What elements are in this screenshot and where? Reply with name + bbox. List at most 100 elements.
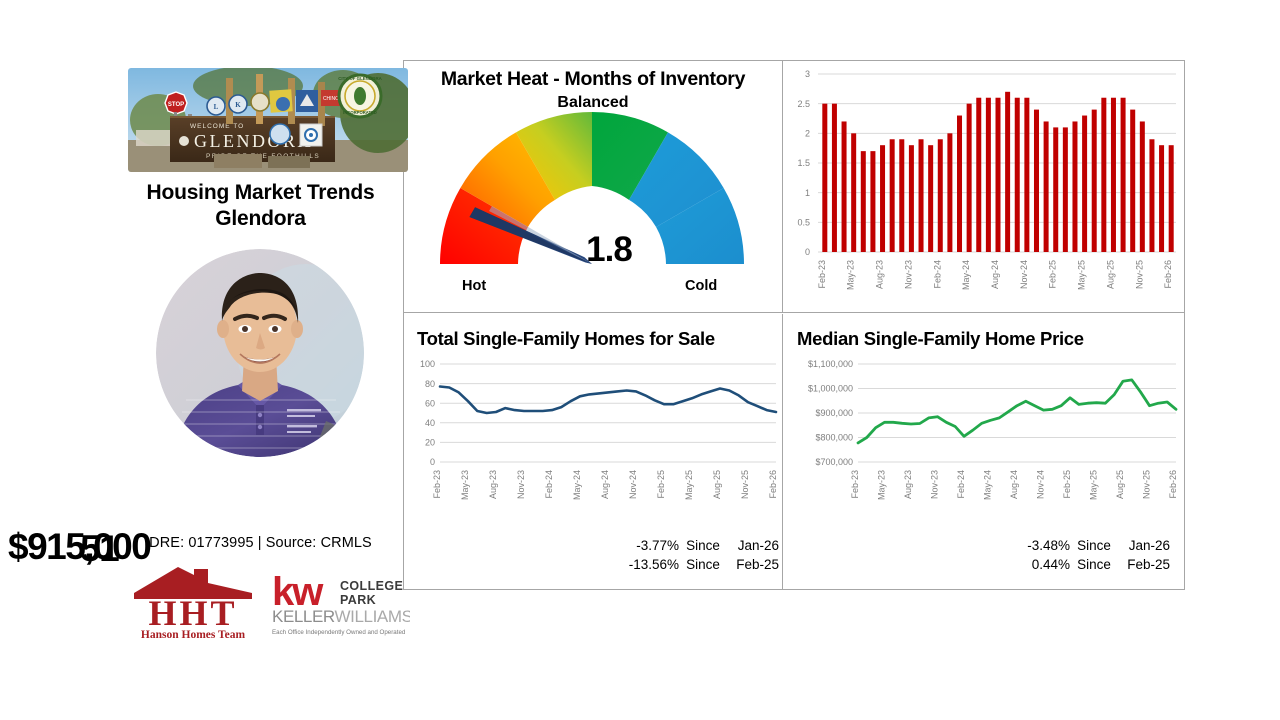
homes-stat-pct-1: -3.77% xyxy=(636,538,679,553)
svg-text:CITY OF GLENDORA: CITY OF GLENDORA xyxy=(338,76,382,81)
svg-text:$1,000,000: $1,000,000 xyxy=(808,384,853,394)
svg-text:KELLERWILLIAMS.: KELLERWILLIAMS. xyxy=(272,607,410,626)
svg-text:WELCOME TO: WELCOME TO xyxy=(190,123,244,130)
divider-top-horizontal xyxy=(403,60,1185,61)
svg-text:May-24: May-24 xyxy=(983,470,993,500)
gauge-dial xyxy=(432,112,752,289)
total-homes-for-sale-line-chart: 0 20 40 60 80 100 Feb-23 May-23 Aug-23 Nov-23 Feb-… xyxy=(420,359,778,500)
svg-text:100: 100 xyxy=(420,359,435,369)
median-home-price-line-chart: $700,000 $800,000 $900,000 $1,000,000 $1,100… xyxy=(808,359,1178,500)
svg-text:$900,000: $900,000 xyxy=(815,408,853,418)
price-stat-when-2: Feb-25 xyxy=(1127,557,1170,572)
svg-text:Aug-24: Aug-24 xyxy=(1009,470,1019,499)
price-stat-row-2: 0.44% Since Feb-25 xyxy=(1008,555,1170,574)
svg-text:May-25: May-25 xyxy=(1089,470,1099,500)
page-title-line2: Glendora xyxy=(215,207,306,230)
months-of-inventory-bar-chart: 0 0.5 1 1.5 2 2.5 3 Feb-23 May-23 Aug-23 Nov-23 Feb… xyxy=(797,69,1176,290)
page-title-line1: Housing Market Trends xyxy=(146,181,375,204)
svg-text:Feb-24: Feb-24 xyxy=(544,470,554,499)
homes-stat-row-1: -3.77% Since Jan-26 xyxy=(617,536,779,555)
homes-stat-when-2: Feb-25 xyxy=(736,557,779,572)
svg-text:L: L xyxy=(214,103,219,111)
left-info-panel: STOP WELCOME TO GLENDORA PRIDE OF THE FO… xyxy=(118,60,415,641)
svg-text:GLENDORA: GLENDORA xyxy=(194,131,313,151)
divider-bottom-horizontal xyxy=(403,589,1185,590)
svg-text:May-24: May-24 xyxy=(572,470,582,500)
months-of-inventory-bar-chart-panel: 0 0.5 1 1.5 2 2.5 3 Feb-23 May-23 Aug-23 Nov-23 Feb… xyxy=(784,60,1184,312)
svg-text:Feb-26: Feb-26 xyxy=(1163,260,1173,289)
median-home-price-panel: Median Single-Family Home Price $700,000… xyxy=(784,314,1184,590)
homes-stat-row-2: -13.56% Since Feb-25 xyxy=(617,555,779,574)
homes-stats-table: -3.77% Since Jan-26 -13.56% Since Feb-25 xyxy=(617,536,779,574)
svg-text:PARK: PARK xyxy=(340,593,376,607)
gauge-cold-label: Cold xyxy=(685,278,718,294)
price-current-value: $915,000 xyxy=(8,526,152,567)
svg-text:CHINO: CHINO xyxy=(323,96,339,102)
svg-text:COLLEGE: COLLEGE xyxy=(340,579,403,593)
divider-left-vertical xyxy=(403,60,404,590)
svg-text:1.5: 1.5 xyxy=(797,158,810,168)
svg-text:$700,000: $700,000 xyxy=(815,457,853,467)
svg-text:May-23: May-23 xyxy=(846,260,856,290)
svg-text:INCORPORATED: INCORPORATED xyxy=(343,110,377,115)
gauge-value: 1.8 xyxy=(586,230,633,269)
svg-text:Aug-23: Aug-23 xyxy=(903,470,913,499)
price-stat-since-2: Since xyxy=(1077,557,1111,572)
price-stat-row-1: -3.48% Since Jan-26 xyxy=(1008,536,1170,555)
homes-stat-pct-2: -13.56% xyxy=(628,557,679,572)
svg-text:PRIDE OF THE FOOTHILLS: PRIDE OF THE FOOTHILLS xyxy=(206,153,320,160)
svg-text:Feb-24: Feb-24 xyxy=(956,470,966,499)
svg-text:Aug-25: Aug-25 xyxy=(1106,260,1116,289)
divider-right-vertical xyxy=(1184,60,1185,590)
price-stat-pct-1: -3.48% xyxy=(1027,538,1070,553)
svg-text:Feb-26: Feb-26 xyxy=(768,470,778,499)
price-stat-since-1: Since xyxy=(1077,538,1111,553)
page-title: Housing Market Trends Glendora xyxy=(118,180,403,232)
svg-text:Feb-23: Feb-23 xyxy=(817,260,827,289)
keller-williams-college-park-logo: kw COLLEGE PARK KELLERWILLIAMS. Each Off… xyxy=(270,567,415,639)
hanson-homes-team-logo: HHT Hanson Homes Team xyxy=(132,563,254,641)
svg-text:kw: kw xyxy=(272,570,324,614)
market-heat-gauge-panel: Market Heat - Months of Inventory Balanc… xyxy=(404,60,782,312)
total-homes-for-sale-panel: Total Single-Family Homes for Sale 0 20 40… xyxy=(404,314,782,590)
svg-text:2.5: 2.5 xyxy=(797,99,810,109)
svg-text:Feb-23: Feb-23 xyxy=(432,470,442,499)
homes-current-value: 51 xyxy=(80,528,120,569)
price-chart-title: Median Single-Family Home Price xyxy=(797,328,1084,349)
gauge-hot-label: Hot xyxy=(462,278,487,294)
svg-text:Feb-24: Feb-24 xyxy=(932,260,942,289)
svg-text:Feb-26: Feb-26 xyxy=(1168,470,1178,499)
svg-text:Nov-25: Nov-25 xyxy=(1142,470,1152,499)
svg-text:May-25: May-25 xyxy=(1077,260,1087,290)
homes-stat-when-1: Jan-26 xyxy=(737,538,779,553)
gauge-needle xyxy=(469,206,592,264)
svg-text:K: K xyxy=(235,101,241,109)
glendora-sign-photo: STOP WELCOME TO GLENDORA PRIDE OF THE FO… xyxy=(128,68,408,172)
svg-text:Each Office Independently Owne: Each Office Independently Owned and Oper… xyxy=(272,629,406,636)
svg-text:Aug-25: Aug-25 xyxy=(712,470,722,499)
divider-bottom-center-vertical xyxy=(782,314,783,590)
svg-text:Feb-25: Feb-25 xyxy=(656,470,666,499)
price-stat-pct-2: 0.44% xyxy=(1031,557,1070,572)
agent-headshot xyxy=(156,249,364,457)
svg-text:May-25: May-25 xyxy=(684,470,694,500)
svg-text:Feb-25: Feb-25 xyxy=(1062,470,1072,499)
divider-middle-horizontal xyxy=(403,312,1185,313)
svg-text:Aug-25: Aug-25 xyxy=(1115,470,1125,499)
svg-text:0: 0 xyxy=(430,457,435,467)
gauge-balanced-label: Balanced xyxy=(557,94,629,111)
svg-text:60: 60 xyxy=(425,398,435,408)
svg-text:May-23: May-23 xyxy=(460,470,470,500)
svg-text:Nov-24: Nov-24 xyxy=(1019,260,1029,289)
price-stats-table: -3.48% Since Jan-26 0.44% Since Feb-25 xyxy=(1008,536,1170,574)
svg-text:1: 1 xyxy=(805,188,810,198)
homes-chart-title: Total Single-Family Homes for Sale xyxy=(417,328,715,349)
svg-text:20: 20 xyxy=(425,438,435,448)
homes-stat-since-1: Since xyxy=(686,538,720,553)
dre-source-line: DRE: 01773995 | Source: CRMLS xyxy=(149,535,372,551)
svg-text:40: 40 xyxy=(425,418,435,428)
divider-center-vertical xyxy=(782,60,783,312)
svg-text:Hanson Homes Team: Hanson Homes Team xyxy=(141,629,246,641)
svg-text:80: 80 xyxy=(425,379,435,389)
